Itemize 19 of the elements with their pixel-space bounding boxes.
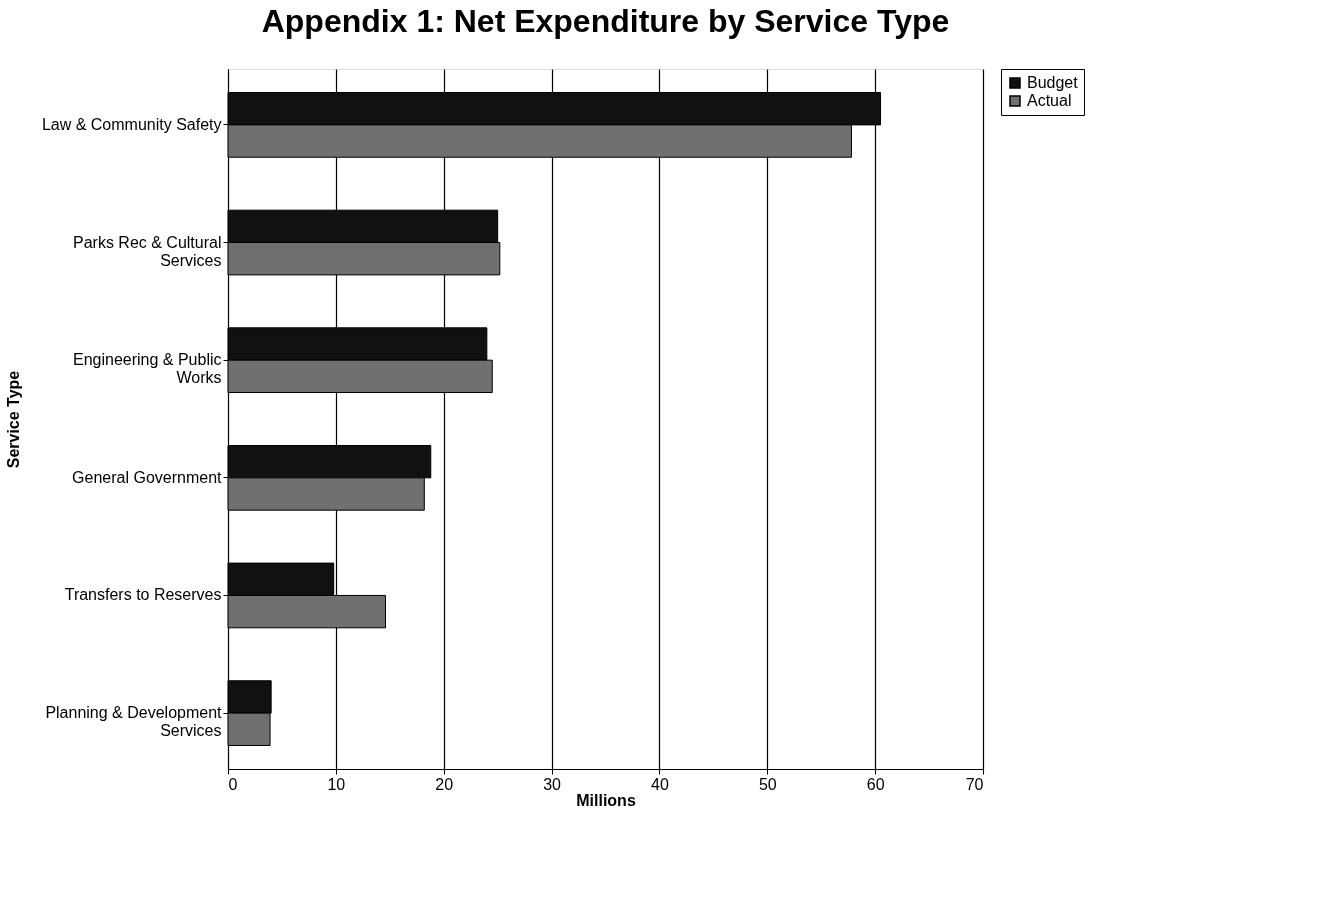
y-tick-label: Planning & Development Services [45, 704, 223, 740]
chart-title: Appendix 1: Net Expenditure by Service Type [261, 2, 950, 39]
x-tick-label: 60 [866, 775, 885, 793]
x-tick-label: 20 [435, 775, 454, 793]
y-tick-label: Law & Community Safety [41, 115, 222, 133]
y-tick-label: General Government [72, 468, 223, 486]
y-tick-label: Transfers to Reserves [64, 586, 222, 604]
legend-label: Actual [1027, 92, 1072, 109]
x-axis-title: Millions [576, 791, 636, 809]
y-tick-label: Engineering & Public Works [72, 351, 222, 387]
x-tick-label: 70 [965, 775, 984, 793]
y-axis-title: Service Type [4, 370, 22, 469]
x-tick-label: 50 [758, 775, 777, 793]
x-tick-label: 0 [228, 775, 238, 793]
legend-label: Budget [1027, 74, 1079, 91]
x-tick-label: 30 [543, 775, 562, 793]
x-tick-label: 40 [651, 775, 669, 793]
x-tick-label: 10 [327, 775, 346, 793]
y-tick-label: Parks Rec & Cultural Services [73, 233, 222, 269]
